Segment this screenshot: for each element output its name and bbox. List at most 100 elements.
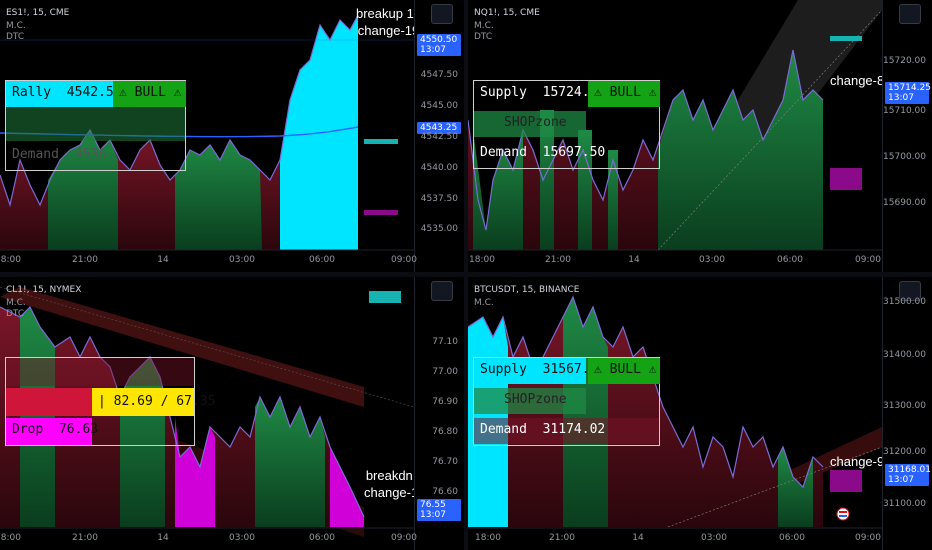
x-tick: 21:00 [72, 533, 98, 543]
symbol-label[interactable]: NQ1!, 15, CME [474, 8, 540, 18]
ma-price: 4543.25 [420, 123, 458, 133]
y-tick: 15720.00 [883, 56, 926, 66]
price-axis[interactable]: 15720.00 15714.25 13:07 15710.00 15700.0… [882, 0, 932, 272]
bar-countdown: 13:07 [888, 93, 914, 103]
drop-value: 76.63 [58, 422, 99, 437]
ratio-cell: | 82.69 / 67.35 [92, 388, 215, 416]
last-price-tag: 4550.50 13:07 [417, 34, 461, 56]
x-tick: 14 [157, 533, 169, 543]
y-tick: 15690.00 [883, 198, 926, 208]
last-price-tag: 15714.25 13:07 [885, 82, 931, 104]
drop-cell: Drop 76.63 [6, 418, 98, 445]
x-tick: 06:00 [309, 255, 335, 265]
symbol-label[interactable]: ES1!, 15, CME [6, 8, 70, 18]
indicator-dtc[interactable]: DTC [474, 32, 493, 42]
price-axis[interactable]: 4550.50 13:07 4547.50 4545.00 4543.25 45… [414, 0, 464, 272]
y-tick: 76.90 [432, 397, 458, 407]
rally-value: 4542.50 [66, 85, 122, 100]
flag-icon[interactable] [836, 507, 850, 521]
y-tick: 31100.00 [883, 499, 926, 509]
x-tick: 03:00 [229, 255, 255, 265]
indicator-mc[interactable]: M.C. [6, 298, 26, 308]
y-tick: 4547.50 [420, 70, 458, 80]
price-chart-nq[interactable] [468, 0, 882, 272]
chart-pane-btc[interactable]: BTCUSDT, 15, BINANCE M.C. Supply 31567.4… [468, 277, 932, 550]
y-tick: 76.80 [432, 427, 458, 437]
last-price-tag: 76.55 13:07 [417, 499, 461, 521]
y-tick: 31200.00 [883, 447, 926, 457]
chart-pane-cl[interactable]: CL1!, 15, NYMEX M.C. DTC | 82.69 / 67.35… [0, 277, 464, 550]
zone-box: Supply 15724.25 ⚠ BULL ⚠ SHOPzone Demand… [473, 80, 660, 169]
y-tick: 15700.00 [883, 152, 926, 162]
x-tick: 21:00 [72, 255, 98, 265]
x-tick: 18:00 [0, 533, 21, 543]
x-tick: 03:00 [229, 533, 255, 543]
indicator-dtc[interactable]: DTC [6, 309, 25, 319]
demand-cell: Demand 4536 [6, 143, 185, 169]
teal-marker [830, 36, 862, 41]
chart-pane-es[interactable]: ES1!, 15, CME M.C. DTC Rally 4542.50 ⚠ B… [0, 0, 464, 272]
y-tick: 4542.50 [420, 132, 458, 142]
indicator-dtc[interactable]: DTC [6, 32, 25, 42]
demand-cell: Demand 15697.50 [474, 141, 659, 167]
symbol-label[interactable]: BTCUSDT, 15, BINANCE [474, 285, 580, 295]
x-tick: 18:00 [0, 255, 21, 265]
y-tick: 31500.00 [883, 297, 926, 307]
chart-settings-button[interactable] [431, 281, 453, 301]
zone-box: Rally 4542.50 ⚠ BULL ⚠ Demand 4536 [5, 80, 186, 171]
symbol-label[interactable]: CL1!, 15, NYMEX [6, 285, 82, 295]
chart-settings-button[interactable] [431, 4, 453, 24]
price-chart-cl[interactable] [0, 277, 414, 550]
x-tick: 09:00 [855, 255, 881, 265]
price-axis[interactable]: 31500.00 31400.00 31300.00 31200.00 3116… [882, 277, 932, 550]
x-tick: 03:00 [701, 533, 727, 543]
indicator-mc[interactable]: M.C. [474, 298, 494, 308]
x-tick: 06:00 [777, 255, 803, 265]
y-tick: 77.10 [432, 337, 458, 347]
x-tick: 03:00 [699, 255, 725, 265]
x-tick: 14 [628, 255, 640, 265]
chart-settings-button[interactable] [899, 281, 921, 301]
price-chart-es[interactable] [0, 0, 414, 272]
x-tick: 06:00 [309, 533, 335, 543]
shopzone-label: SHOPzone [474, 111, 586, 137]
supply-label: Supply [480, 362, 527, 377]
purple-marker [830, 168, 862, 190]
purple-marker [364, 210, 398, 215]
x-tick: 18:00 [475, 533, 501, 543]
zone-box: | 82.69 / 67.35 Drop 76.63 [5, 357, 215, 446]
y-tick: 31300.00 [883, 401, 926, 411]
x-tick: 21:00 [549, 533, 575, 543]
rally-label-cell: Rally 4542.50 [6, 81, 122, 107]
drop-label: Drop [12, 422, 44, 437]
indicator-mc[interactable]: M.C. [474, 21, 494, 31]
y-tick: 4537.50 [420, 194, 458, 204]
x-tick: 09:00 [391, 255, 417, 265]
teal-marker [364, 139, 398, 144]
bar-countdown: 13:07 [420, 45, 446, 55]
purple-marker [830, 470, 862, 492]
x-tick: 18:00 [469, 255, 495, 265]
shopzone-label: SHOPzone [474, 388, 586, 414]
zone-box: Supply 31567.44 ⚠ BULL ⚠ SHOPzone Demand… [473, 357, 660, 446]
chart-pane-nq[interactable]: NQ1!, 15, CME M.C. DTC Supply 15724.25 ⚠… [468, 0, 932, 272]
indicator-mc[interactable]: M.C. [6, 21, 26, 31]
x-tick: 06:00 [779, 533, 805, 543]
x-tick: 14 [632, 533, 644, 543]
annotation-line-1: breakdn 2 [365, 468, 424, 483]
bar-countdown: 13:07 [420, 510, 446, 520]
y-tick: 4535.00 [420, 224, 458, 234]
x-tick: 09:00 [855, 533, 881, 543]
demand-label: Demand [480, 422, 527, 437]
bull-signal: ⚠ BULL ⚠ [113, 81, 186, 107]
demand-value: 31174.02 [542, 422, 606, 437]
last-price: 4550.50 [420, 35, 458, 45]
demand-value: 15697.50 [542, 145, 606, 160]
chart-settings-button[interactable] [899, 4, 921, 24]
annotation-line-2: change-16 [364, 485, 426, 500]
y-tick: 4540.00 [420, 163, 458, 173]
price-axis[interactable]: 77.10 77.00 76.90 76.80 76.70 76.60 76.5… [414, 277, 464, 550]
last-price: 31168.01 [888, 465, 931, 475]
x-tick: 21:00 [545, 255, 571, 265]
bull-signal: ⚠ BULL ⚠ [588, 81, 660, 107]
